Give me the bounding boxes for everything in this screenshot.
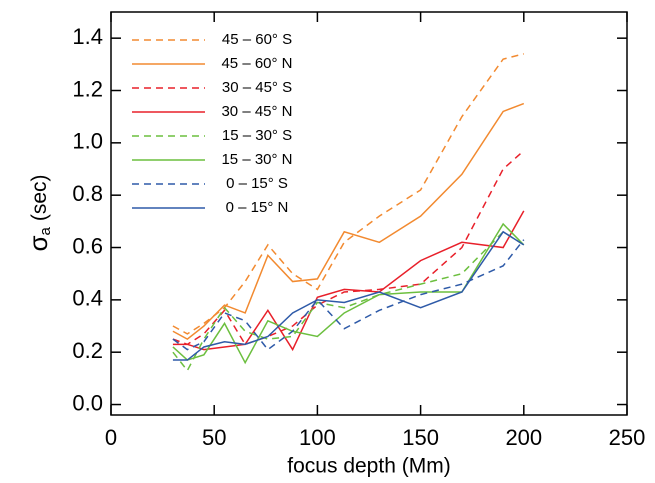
series-line [172,102,525,341]
x-axis-label: focus depth (Mm) [287,455,450,478]
plot-frame [110,11,628,416]
legend-label: 0 – 15° S [226,175,288,192]
y-tick-label: 0.8 [72,181,103,206]
x-tick-label: 150 [402,425,439,450]
y-tick-label: 0.2 [72,338,103,363]
series-line [172,230,525,372]
y-tick-label: 1.2 [72,76,103,101]
x-tick-label: 200 [505,425,542,450]
legend-label: 0 – 15° N [226,199,289,216]
y-tick-label: 0.4 [72,286,103,311]
legend-label: 15 – 30° N [221,151,292,168]
legend-label: 15 – 30° S [222,127,292,144]
x-tick-label: 100 [299,425,336,450]
series-line [172,239,525,351]
series-line [172,230,525,361]
y-tick-label: 1.4 [72,24,103,49]
series-line [172,222,525,365]
legend-label: 30 – 45° N [221,103,292,120]
y-label-subscript: a [37,226,54,235]
x-tick-label: 0 [105,425,117,450]
y-tick-label: 1.0 [72,129,103,154]
y-tick-label: 0.6 [72,233,103,258]
y-tick-label: 0.0 [72,390,103,415]
y-label-unit: (sec) [28,174,51,221]
y-axis-label: σa (sec) [23,174,54,251]
legend-label: 45 – 60° S [222,31,292,48]
y-label-symbol: σ [23,235,53,251]
series-line [172,53,524,335]
x-tick-label: 50 [202,425,226,450]
legend-label: 30 – 45° S [222,79,292,96]
x-tick-label: 250 [609,425,646,450]
legend-label: 45 – 60° N [221,55,292,72]
